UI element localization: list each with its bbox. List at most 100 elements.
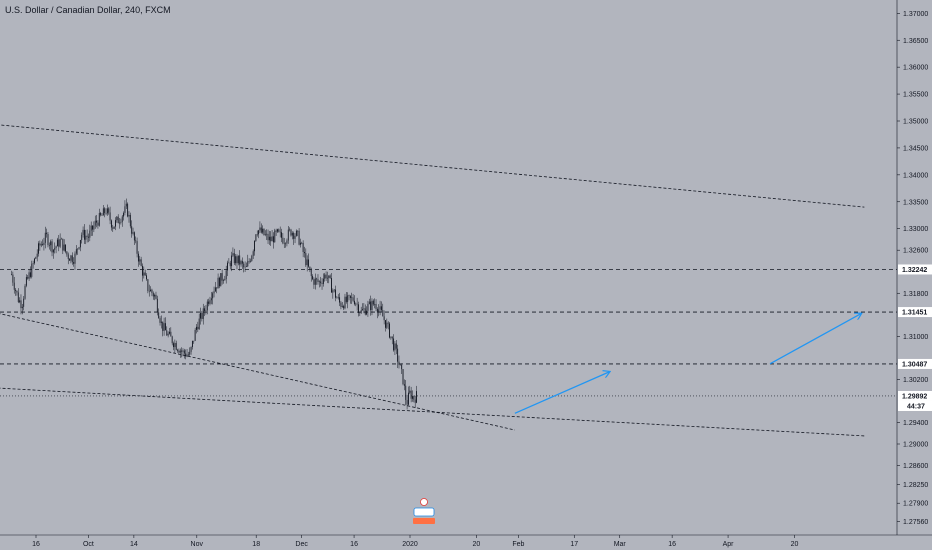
candle-body [385, 320, 386, 328]
time-tick-label: 18 [252, 541, 260, 548]
candle-body [193, 340, 195, 342]
candle-body [20, 300, 22, 309]
candle-body [289, 229, 291, 231]
candle-body [178, 350, 180, 353]
candle-body [259, 227, 261, 231]
candle-body [191, 340, 193, 348]
candle-body [24, 285, 26, 299]
candle-body [340, 302, 342, 307]
candle-body [356, 303, 358, 305]
candle-body [43, 242, 45, 245]
candle-body [105, 213, 107, 214]
candle-body [34, 258, 35, 264]
current-price-label: 1.29892 [902, 393, 927, 400]
candle-body [278, 229, 280, 232]
candle-body [312, 276, 314, 280]
candle-body [360, 310, 362, 313]
candle-body [398, 361, 400, 365]
candle-body [187, 354, 189, 356]
candle-body [217, 277, 219, 289]
candle-body [298, 230, 300, 245]
candle-body [66, 251, 68, 255]
candle-body [124, 206, 126, 213]
candle-body [88, 236, 89, 238]
candle-body [245, 266, 247, 267]
candle-body [262, 228, 264, 233]
candle-body [305, 253, 307, 266]
candle-body [48, 245, 50, 246]
candle-body [351, 297, 353, 299]
candle-body [347, 295, 349, 302]
candle-body [410, 390, 412, 399]
candle-body [317, 279, 319, 283]
candle-body [29, 272, 31, 277]
candle-body [70, 255, 72, 261]
candle-body [326, 277, 328, 279]
price-tick-label: 1.37000 [903, 11, 928, 18]
candle-body [32, 263, 34, 264]
candle-body [409, 390, 411, 393]
candle-body [12, 274, 14, 283]
candle-body [101, 215, 103, 216]
time-tick-label: Mar [614, 541, 627, 548]
candle-body [152, 293, 154, 297]
candle-body [181, 350, 183, 352]
candle-body [140, 259, 142, 266]
candle-body [402, 369, 404, 385]
candle-body [341, 306, 343, 307]
candle-body [281, 232, 282, 238]
time-tick-label: 14 [130, 541, 138, 548]
candle-body [183, 350, 185, 354]
candle-body [359, 312, 361, 314]
time-tick-label: 16 [32, 541, 40, 548]
candle-body [322, 278, 324, 284]
candle-body [208, 301, 210, 304]
candle-body [115, 220, 116, 227]
candle-body [131, 226, 133, 234]
candle-body [35, 257, 37, 259]
price-tick-label: 1.29400 [903, 420, 928, 427]
candle-body [133, 232, 135, 241]
candle-body [212, 293, 214, 299]
candle-body [343, 306, 345, 309]
candle-body [148, 290, 150, 292]
candle-body [254, 240, 255, 252]
candle-body [54, 248, 56, 250]
candle-body [225, 270, 227, 280]
candle-body [213, 291, 215, 294]
candle-body [42, 244, 44, 245]
candle-body [120, 222, 122, 223]
candle-body [382, 310, 384, 317]
candle-body [407, 392, 409, 405]
candle-body [250, 260, 251, 262]
candle-body [358, 304, 359, 313]
candle-body [85, 235, 87, 240]
candle-body [406, 400, 408, 405]
price-tick-label: 1.27900 [903, 501, 928, 508]
candle-body [328, 275, 330, 278]
candle-body [63, 244, 65, 251]
candle-body [337, 297, 339, 298]
time-tick-label: Dec [295, 541, 308, 548]
candle-body [198, 318, 200, 330]
candle-body [98, 213, 100, 226]
candle-body [355, 303, 357, 305]
candle-body [387, 322, 389, 324]
candle-body [128, 214, 130, 217]
candle-body [412, 396, 413, 399]
candle-body [46, 232, 48, 235]
time-tick-label: Apr [723, 541, 735, 548]
candle-body [336, 297, 338, 299]
candle-body [325, 274, 327, 279]
candle-body [405, 385, 407, 401]
projection-arrow [514, 372, 609, 414]
candle-body [205, 310, 207, 311]
event-flag-icon [420, 498, 428, 506]
candle-body [170, 331, 172, 337]
price-tick-label: 1.34000 [903, 172, 928, 179]
candle-body [239, 255, 241, 265]
candle-body [345, 296, 347, 302]
candle-body [302, 242, 304, 252]
